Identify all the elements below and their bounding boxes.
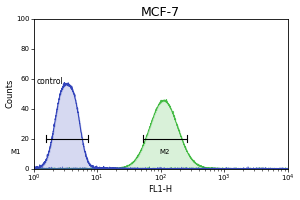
X-axis label: FL1-H: FL1-H bbox=[148, 185, 172, 194]
Y-axis label: Counts: Counts bbox=[6, 79, 15, 108]
Text: control: control bbox=[37, 77, 64, 86]
Text: M2: M2 bbox=[160, 149, 170, 155]
Title: MCF-7: MCF-7 bbox=[141, 6, 180, 19]
Text: M1: M1 bbox=[11, 149, 21, 155]
